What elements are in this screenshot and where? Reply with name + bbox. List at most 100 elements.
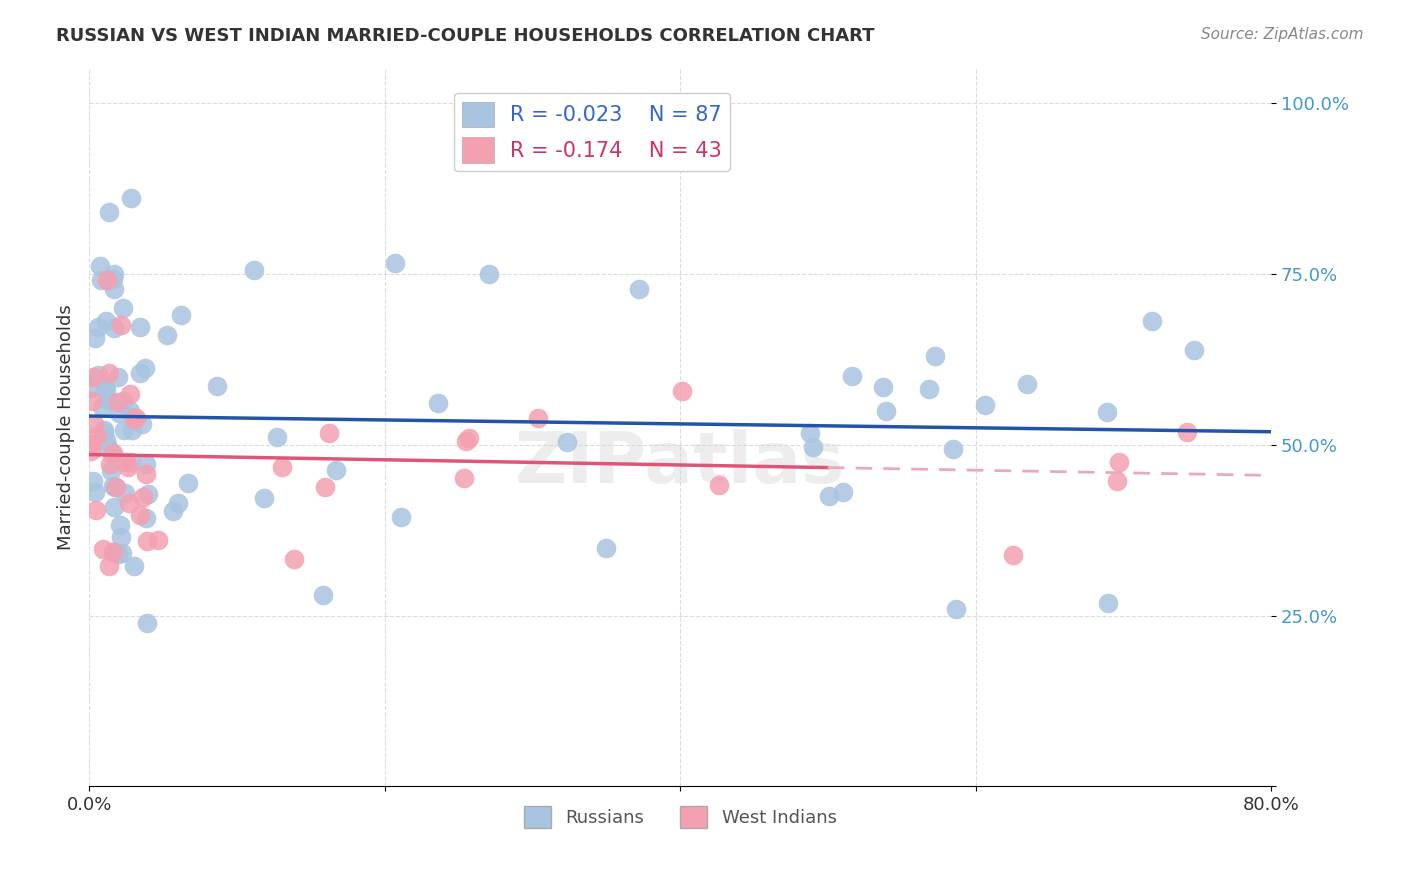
Point xyxy=(94,384,117,398)
Point xyxy=(89,259,111,273)
Point xyxy=(135,458,157,472)
Point xyxy=(266,430,288,444)
Point xyxy=(117,459,139,474)
Point xyxy=(253,491,276,505)
Point xyxy=(318,426,340,441)
Point xyxy=(96,273,118,287)
Point xyxy=(107,395,129,409)
Point xyxy=(94,433,117,447)
Point xyxy=(242,263,264,277)
Text: RUSSIAN VS WEST INDIAN MARRIED-COUPLE HOUSEHOLDS CORRELATION CHART: RUSSIAN VS WEST INDIAN MARRIED-COUPLE HO… xyxy=(56,27,875,45)
Point xyxy=(82,474,104,488)
Point xyxy=(478,267,501,281)
Text: Source: ZipAtlas.com: Source: ZipAtlas.com xyxy=(1201,27,1364,42)
Point xyxy=(918,382,941,396)
Point xyxy=(110,546,132,560)
Point xyxy=(101,545,124,559)
Point xyxy=(101,478,124,492)
Point xyxy=(114,485,136,500)
Point xyxy=(454,434,477,448)
Point xyxy=(103,272,125,286)
Point xyxy=(115,455,138,469)
Point xyxy=(96,314,118,328)
Point xyxy=(1107,474,1129,488)
Point xyxy=(831,485,853,500)
Point xyxy=(128,320,150,334)
Point xyxy=(177,476,200,491)
Point xyxy=(974,398,997,412)
Point xyxy=(945,602,967,616)
Point xyxy=(118,387,141,401)
Point xyxy=(146,533,169,548)
Point xyxy=(1097,405,1119,419)
Point xyxy=(325,462,347,476)
Point xyxy=(122,409,145,424)
Point xyxy=(138,487,160,501)
Point xyxy=(924,349,946,363)
Point xyxy=(118,496,141,510)
Point xyxy=(110,318,132,332)
Point xyxy=(103,500,125,515)
Point xyxy=(389,510,412,524)
Point xyxy=(93,423,115,437)
Point xyxy=(314,480,336,494)
Point xyxy=(1142,314,1164,328)
Text: ZIPatlas: ZIPatlas xyxy=(515,429,845,498)
Point xyxy=(707,477,730,491)
Point xyxy=(98,558,121,573)
Point xyxy=(98,204,121,219)
Point xyxy=(1001,548,1024,562)
Point xyxy=(103,267,125,281)
Point xyxy=(94,380,117,394)
Point xyxy=(108,518,131,533)
Point xyxy=(134,361,156,376)
Point xyxy=(86,428,108,442)
Point xyxy=(104,480,127,494)
Point xyxy=(384,256,406,270)
Point xyxy=(818,489,841,503)
Point xyxy=(271,460,294,475)
Point xyxy=(1175,425,1198,439)
Point xyxy=(79,444,101,458)
Point xyxy=(1015,377,1038,392)
Point xyxy=(103,321,125,335)
Point xyxy=(93,541,115,556)
Point xyxy=(136,534,159,549)
Point xyxy=(100,447,122,461)
Point xyxy=(97,440,120,454)
Point xyxy=(112,423,135,437)
Point xyxy=(80,381,103,395)
Point xyxy=(453,471,475,485)
Point xyxy=(97,393,120,408)
Point xyxy=(555,434,578,449)
Point xyxy=(136,615,159,630)
Point xyxy=(103,545,125,559)
Point xyxy=(100,464,122,478)
Point xyxy=(283,552,305,566)
Point xyxy=(118,404,141,418)
Point xyxy=(841,369,863,384)
Point xyxy=(120,455,142,469)
Point xyxy=(90,273,112,287)
Point xyxy=(162,504,184,518)
Point xyxy=(87,320,110,334)
Point xyxy=(941,442,963,457)
Point xyxy=(205,378,228,392)
Point xyxy=(111,393,134,408)
Point xyxy=(135,467,157,482)
Point xyxy=(108,406,131,420)
Point xyxy=(105,480,128,494)
Point xyxy=(93,425,115,440)
Point xyxy=(1108,455,1130,469)
Legend: Russians, West Indians: Russians, West Indians xyxy=(516,798,844,835)
Point xyxy=(121,423,143,437)
Point xyxy=(125,411,148,425)
Point xyxy=(312,587,335,601)
Point xyxy=(426,396,449,410)
Point xyxy=(86,368,108,383)
Point xyxy=(83,417,105,431)
Point xyxy=(1097,596,1119,610)
Point xyxy=(628,282,651,296)
Point xyxy=(98,457,121,471)
Point xyxy=(156,327,179,342)
